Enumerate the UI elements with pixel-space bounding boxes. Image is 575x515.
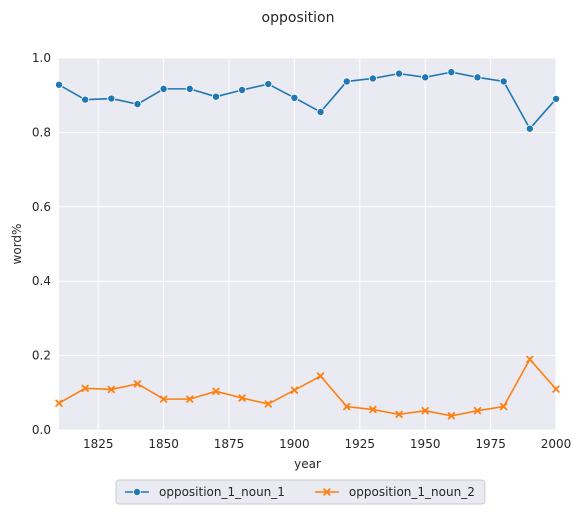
x-axis-label: year	[294, 457, 321, 471]
y-axis-label: word%	[10, 224, 24, 265]
x-tick-label: 1875	[214, 437, 245, 451]
y-tick-label: 1.0	[32, 51, 51, 65]
legend-label: opposition_1_noun_1	[159, 485, 285, 499]
series-1-point	[369, 75, 376, 82]
plot-area	[59, 58, 556, 430]
x-tick-label: 1825	[83, 437, 114, 451]
series-1-point	[82, 96, 89, 103]
y-tick-label: 0.0	[32, 423, 51, 437]
x-tick-label: 1850	[148, 437, 179, 451]
series-1-point	[186, 85, 193, 92]
legend: opposition_1_noun_1 opposition_1_noun_2	[116, 480, 485, 504]
series-1-point	[239, 86, 246, 93]
series-1-point	[343, 78, 350, 85]
series-1-point	[108, 95, 115, 102]
series-1-point	[552, 95, 559, 102]
series-1-point	[55, 81, 62, 88]
y-tick-label: 0.4	[32, 274, 51, 288]
series-1-point	[317, 108, 324, 115]
series-1-point	[474, 74, 481, 81]
series-1-point	[448, 69, 455, 76]
series-1-point	[265, 80, 272, 87]
legend-label: opposition_1_noun_2	[349, 485, 475, 499]
x-tick-label: 2000	[541, 437, 572, 451]
y-axis-ticks: 0.0 0.2 0.4 0.6 0.8 1.0	[32, 51, 51, 437]
series-1-point	[500, 78, 507, 85]
y-tick-label: 0.6	[32, 200, 51, 214]
series-1-point	[395, 70, 402, 77]
series-1-point	[526, 125, 533, 132]
x-tick-label: 1950	[410, 437, 441, 451]
x-tick-label: 1900	[279, 437, 310, 451]
chart-title: opposition	[262, 10, 335, 26]
series-1-point	[212, 93, 219, 100]
y-tick-label: 0.8	[32, 125, 51, 139]
series-1-point	[291, 94, 298, 101]
series-1-point	[160, 85, 167, 92]
series-1-point	[422, 74, 429, 81]
x-axis-ticks: 1825 1850 1875 1900 1925 1950 1975 2000	[83, 437, 571, 451]
series-1-point	[134, 101, 141, 108]
legend-swatch-marker	[133, 488, 140, 495]
y-tick-label: 0.2	[32, 349, 51, 363]
x-tick-label: 1925	[345, 437, 376, 451]
x-tick-label: 1975	[475, 437, 506, 451]
